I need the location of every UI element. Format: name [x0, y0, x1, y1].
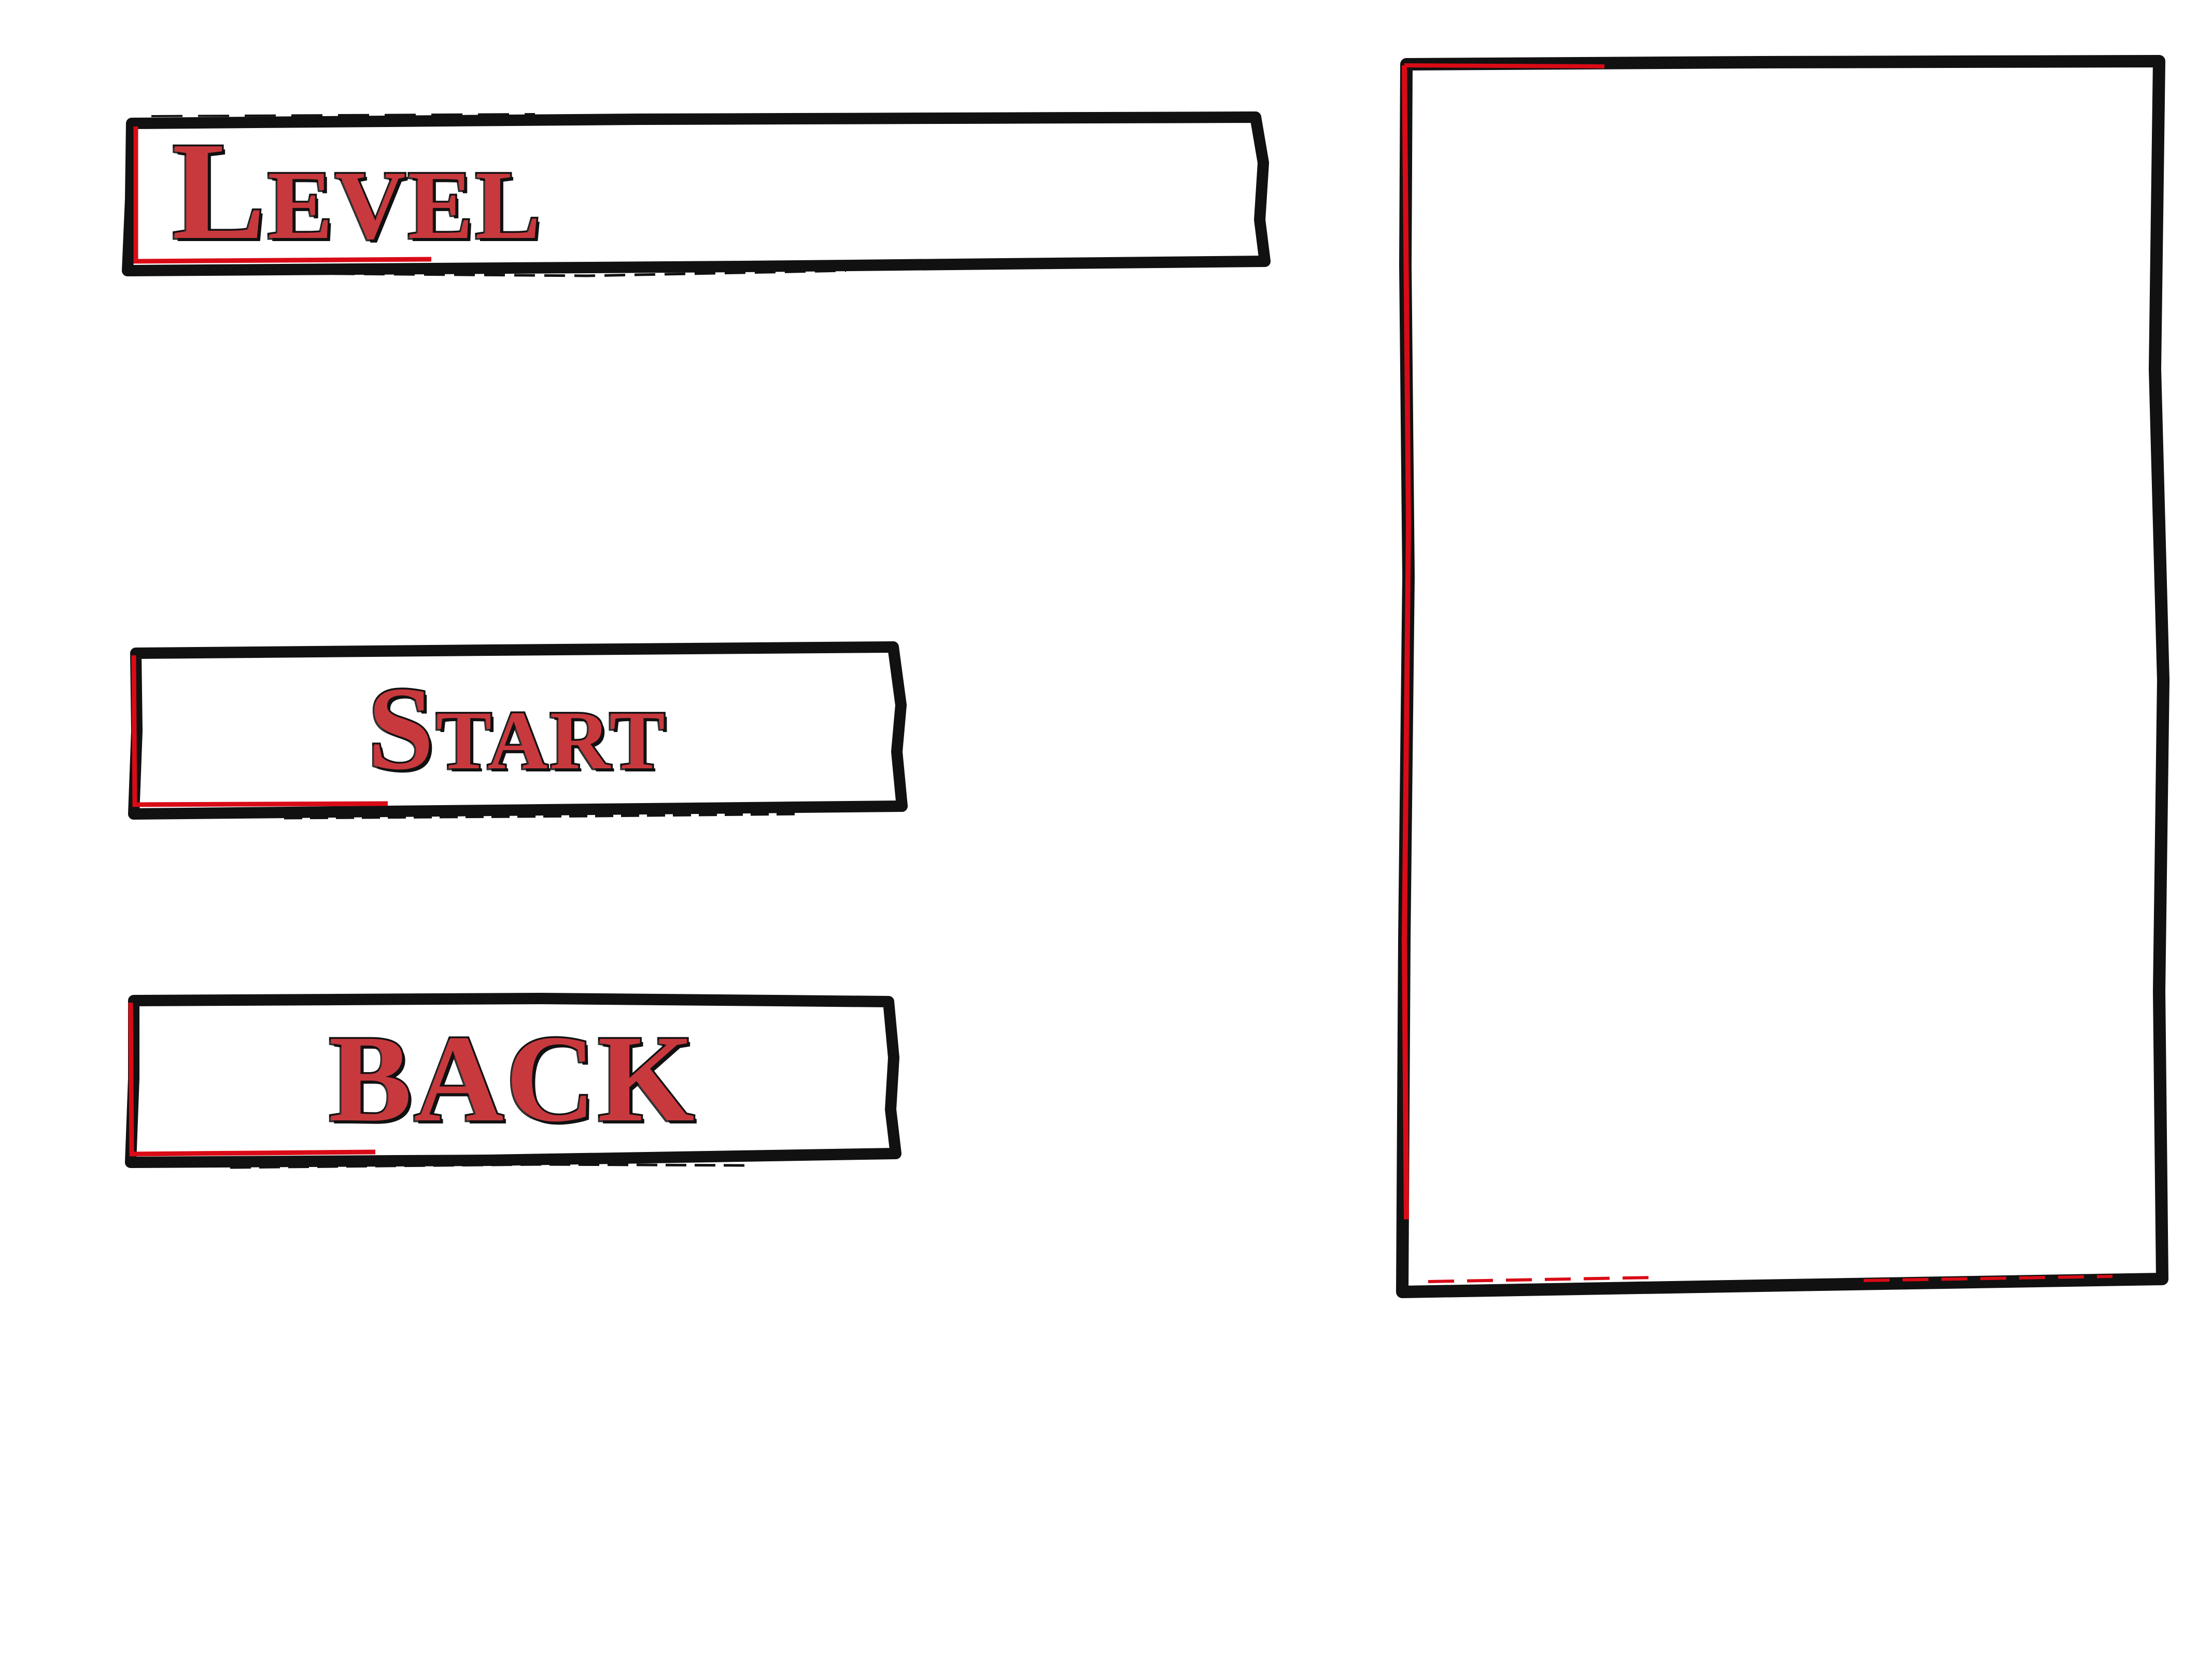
back-frame-border — [125, 993, 901, 1169]
level-title-text: Level — [171, 114, 543, 269]
level-title-bar: Level — [120, 106, 1276, 277]
preview-frame-border — [1396, 55, 2169, 1298]
level-preview-panel — [1396, 55, 2169, 1298]
back-button[interactable]: BACK — [125, 993, 901, 1169]
start-button[interactable]: Start — [128, 641, 908, 820]
start-button-label: Start — [366, 662, 667, 794]
back-button-label: BACK — [327, 1009, 697, 1147]
level-frame-border — [122, 111, 1271, 277]
start-frame-border — [128, 641, 908, 820]
